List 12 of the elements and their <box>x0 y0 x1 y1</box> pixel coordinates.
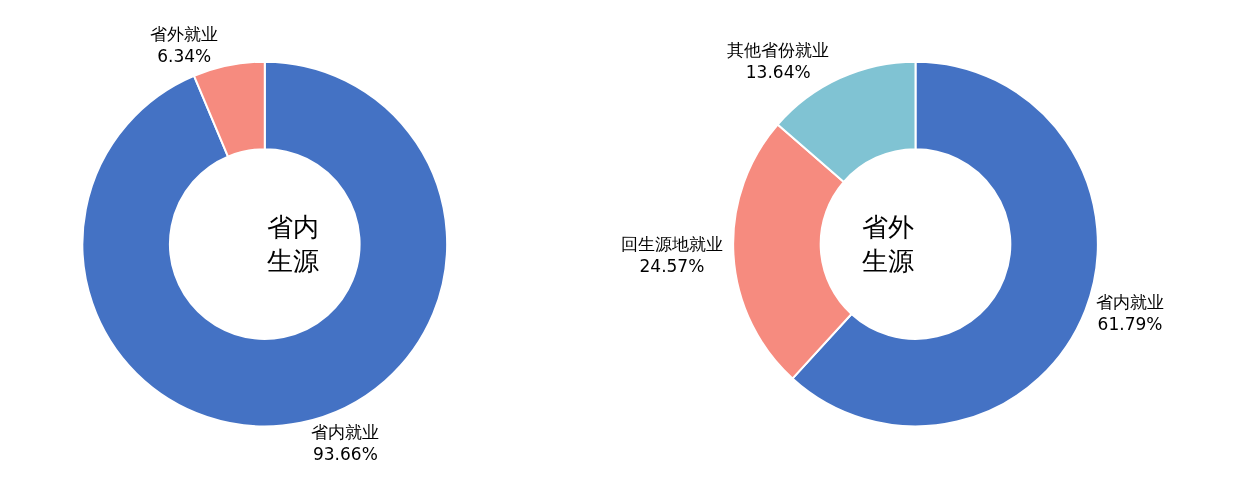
slice-label: 省内就业 <box>311 421 380 442</box>
slice-label: 省内就业 <box>1096 291 1165 312</box>
data-label: 93.66% <box>312 444 378 465</box>
slice-label: 其他省份就业 <box>727 39 830 60</box>
data-label: 6.34% <box>157 46 212 67</box>
slice-label: 省外就业 <box>150 23 219 44</box>
text: 省外生源 <box>862 212 914 276</box>
data-label: 61.79% <box>1097 313 1163 334</box>
slice-label: 回生源地就业 <box>620 233 723 254</box>
data-label: 13.64% <box>745 61 811 82</box>
data-label: 24.57% <box>639 255 705 276</box>
text: 省内生源 <box>267 212 319 276</box>
